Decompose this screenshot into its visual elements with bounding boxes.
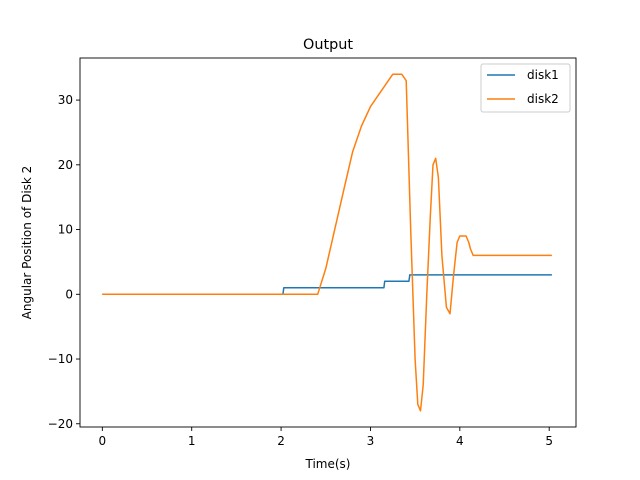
legend: disk1 disk2 <box>480 63 571 113</box>
y-tick-label: 20 <box>58 158 73 172</box>
legend-label-disk1: disk1 <box>527 68 559 82</box>
x-tick-label: 5 <box>545 434 553 448</box>
series-line-disk1 <box>102 274 552 296</box>
legend-label-disk2: disk2 <box>527 92 559 106</box>
y-tick-label: 10 <box>58 223 73 237</box>
y-tick-label: −20 <box>48 417 73 431</box>
y-tick-label: 30 <box>58 93 73 107</box>
x-tick-label: 1 <box>188 434 196 448</box>
chart-title: Output <box>303 37 353 53</box>
legend-box <box>480 63 571 113</box>
axes-frame <box>79 57 577 428</box>
x-tick-label: 2 <box>277 434 285 448</box>
x-axis-label: Time(s) <box>305 457 351 471</box>
y-tick-label: −10 <box>48 352 73 366</box>
y-axis-ticks: −20 −10 0 10 20 30 <box>48 93 80 431</box>
y-tick-label: 0 <box>65 287 73 301</box>
x-axis-ticks: 0 1 2 3 4 5 <box>99 427 553 448</box>
x-tick-label: 0 <box>99 434 107 448</box>
x-tick-label: 3 <box>367 434 375 448</box>
plot-area <box>102 73 552 412</box>
x-tick-label: 4 <box>456 434 464 448</box>
series-line-disk2 <box>102 73 552 412</box>
y-axis-label: Angular Position of Disk 2 <box>20 166 34 320</box>
